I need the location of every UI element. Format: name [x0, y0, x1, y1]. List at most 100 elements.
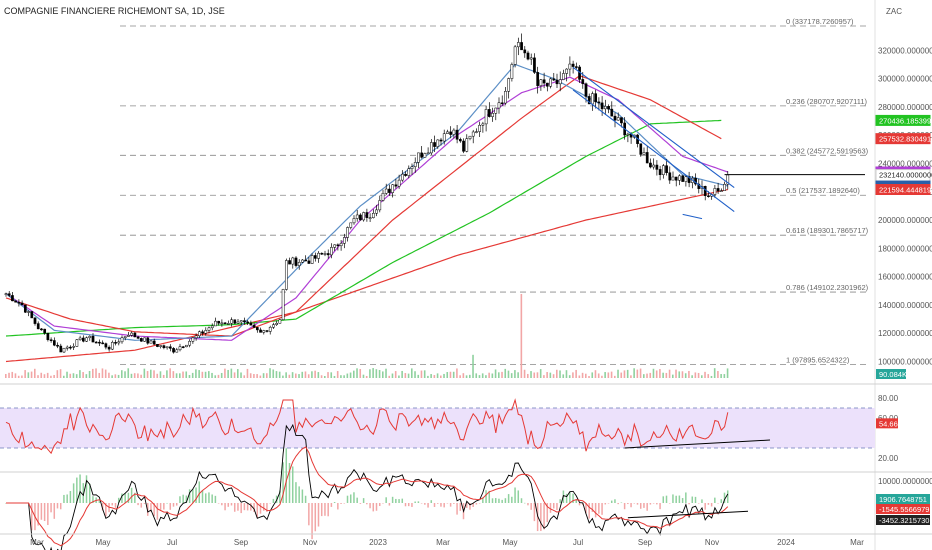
volume-bar [143, 368, 146, 378]
candle-body [581, 79, 585, 84]
macd-histogram-bar [395, 498, 397, 503]
candle-body [365, 212, 369, 218]
volume-bar [684, 373, 687, 378]
volume-bar [588, 375, 590, 378]
macd-histogram-bar [185, 495, 188, 503]
candle-body [342, 237, 346, 244]
time-tick-label: May [95, 538, 110, 547]
macd-histogram-bar [646, 503, 648, 511]
macd-histogram-bar [511, 496, 513, 503]
volume-bar [37, 375, 39, 378]
rsi-current-tag-box [876, 418, 898, 429]
macd-histogram-bar [85, 475, 88, 503]
volume-bar [662, 372, 664, 378]
volume-bar [591, 372, 594, 378]
volume-bar [391, 373, 394, 378]
volume-bar [436, 373, 439, 378]
volume-bar [72, 373, 75, 378]
volume-bar [498, 372, 500, 378]
candle-body [268, 326, 272, 332]
macd-histogram-bar [630, 503, 632, 508]
volume-bar [327, 372, 329, 378]
volume-bar [75, 374, 78, 378]
macd-histogram-bar [446, 503, 449, 504]
macd-histogram-bar [475, 503, 478, 505]
macd-histogram-bar [707, 503, 710, 505]
candle-body [719, 190, 723, 192]
macd-histogram-bar [565, 493, 568, 503]
volume-bar [420, 370, 423, 378]
volume-bar [552, 374, 555, 378]
candle-body [603, 106, 607, 110]
candle-body [607, 106, 610, 110]
macd-pane[interactable]: 10000.0000000 1906.7648751-1545.5566979 -3… [0, 423, 932, 550]
candle-body [458, 139, 462, 142]
volume-tag-box [876, 369, 906, 379]
time-axis[interactable]: Mar May Jul Sep Nov 2023 Mar May Jul Sep Nov 2024 Ma… [0, 533, 932, 547]
volume-bar [246, 368, 249, 378]
volume-bar [581, 372, 584, 378]
macd-histogram-bar [465, 503, 468, 508]
macd-histogram-bar [50, 503, 52, 513]
macd-histogram-bar [420, 503, 423, 504]
macd-histogram-bar [601, 503, 603, 515]
candle-body [697, 183, 701, 189]
macd-histogram-bar [494, 498, 497, 503]
volume-bar [198, 370, 200, 378]
candle-body [149, 340, 153, 344]
macd-histogram-bar [591, 503, 594, 513]
macd-histogram-bar [250, 503, 252, 511]
macd-histogram-bar [436, 503, 439, 504]
candle-body [168, 346, 172, 349]
volume-bar [617, 369, 619, 378]
macd-histogram-bar [498, 498, 500, 503]
volume-bar [175, 373, 178, 378]
candle-body [110, 342, 114, 350]
volume-bar [485, 375, 487, 378]
price-tags: 270436.1853997257532.8304916233964.57402… [875, 114, 932, 379]
macd-histogram-bar [401, 498, 404, 503]
volume-bar [17, 375, 20, 378]
price-tick-label: 100000.0000000 [878, 358, 932, 367]
macd-histogram-bar [243, 503, 246, 511]
candle-body [4, 293, 8, 295]
volume-bar [488, 372, 490, 378]
volume-bar [452, 371, 455, 378]
candle-body [69, 346, 72, 349]
price-tag-text: 270436.1853997 [879, 116, 932, 125]
macd-histogram-bar [59, 503, 62, 510]
macd-histogram-bar [449, 503, 452, 507]
volume-bars [5, 293, 729, 378]
macd-histogram-bar [411, 503, 413, 507]
volume-bar [504, 368, 507, 378]
candle-body [597, 101, 601, 104]
candle-body [494, 107, 498, 114]
candle-body [613, 115, 617, 121]
drawings[interactable] [572, 66, 865, 220]
volume-bar [388, 375, 391, 378]
volume-bar [304, 371, 307, 378]
rsi-current-tag: 54.66 [879, 419, 898, 428]
volume-bar [188, 375, 191, 378]
volume-bar [407, 373, 410, 378]
macd-histogram-bar [427, 503, 429, 508]
macd-value-tag: -1545.5566979 [879, 505, 929, 514]
price-axis[interactable]: 320000.0000000 300000.0000000 280000.00000… [874, 0, 932, 550]
volume-bar [98, 372, 101, 378]
macd-histogram-bar [285, 448, 288, 503]
volume-bar [108, 372, 110, 378]
volume-bar [21, 375, 23, 378]
candle-body [133, 332, 137, 338]
candle-body [355, 214, 359, 219]
macd-histogram-bar [301, 489, 304, 503]
macd-histogram-bar [633, 503, 636, 504]
volume-bar [659, 369, 661, 378]
macd-histogram-bar [30, 503, 33, 531]
candle-body [500, 102, 504, 105]
candle-body [62, 348, 66, 353]
time-tick-label: Sep [234, 538, 249, 547]
macd-histogram-bar [88, 483, 91, 503]
